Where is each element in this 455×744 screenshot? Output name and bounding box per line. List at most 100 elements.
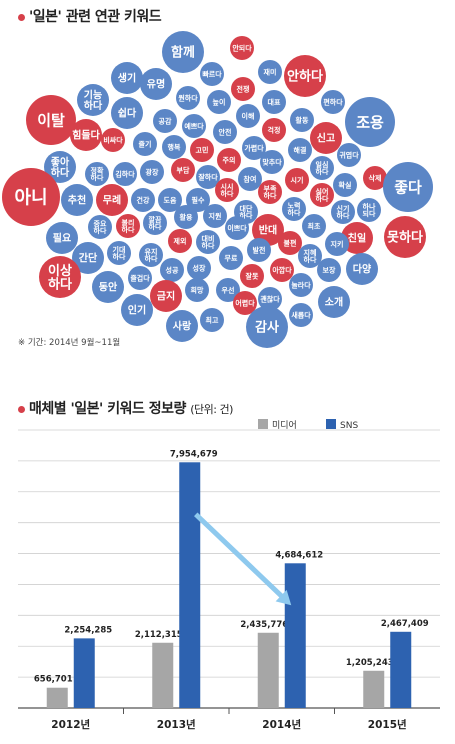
keyword-bubble-circle — [260, 150, 284, 174]
keyword-bubble: 추천 — [61, 184, 93, 216]
keyword-bubble: 무례 — [96, 184, 128, 216]
keyword-label: 싫어 하다 — [316, 187, 329, 203]
keyword-label: 노력 하다 — [288, 201, 301, 217]
keyword-label: 대단 하다 — [240, 204, 253, 220]
keyword-bubble-circle — [140, 68, 172, 100]
keyword-label: 이탈 — [37, 111, 65, 129]
keyword-label: 놀라다 — [291, 281, 311, 290]
keyword-bubble-circle — [284, 55, 326, 97]
keyword-bubble-circle — [143, 211, 167, 235]
keyword-label: 높이 — [213, 98, 226, 107]
keyword-label: 대표 — [268, 98, 281, 107]
keyword-bubble-circle — [247, 238, 271, 262]
keyword-bubble-circle — [174, 205, 198, 229]
keyword-bubble: 건강 — [131, 188, 155, 212]
keyword-label: 지원 — [209, 212, 222, 221]
keyword-bubble: 유명 — [140, 68, 172, 100]
keyword-bubble: 불편 — [278, 231, 302, 255]
keyword-bubble-circle — [162, 135, 186, 159]
keyword-label: 잘못 — [246, 272, 259, 281]
keyword-label: 친일 — [348, 232, 366, 245]
keyword-label: 무료 — [225, 255, 238, 263]
trend-arrow-line — [194, 512, 286, 601]
keyword-label: 필요 — [53, 232, 71, 245]
keyword-bubble: 간단 — [72, 242, 104, 274]
keyword-label: 이상 하다 — [48, 263, 72, 293]
keyword-bubble: 신고 — [310, 122, 342, 154]
keyword-bubble-circle — [337, 143, 361, 167]
keyword-bubble: 도움 — [158, 188, 182, 212]
keyword-bubble: 편하다 — [321, 90, 345, 114]
keyword-bubble: 반대 — [252, 214, 284, 246]
keyword-label: 기대 하다 — [113, 245, 126, 261]
keyword-bubble: 확실 — [333, 173, 357, 197]
keyword-label: 추천 — [68, 194, 86, 207]
keyword-bubble: 시시 하다 — [215, 178, 239, 202]
keyword-bubble: 이탈 — [26, 95, 76, 145]
keyword-bubble-circle — [207, 90, 231, 114]
chart-title-text: 매체별 '일본' 키워드 정보량 — [29, 401, 186, 417]
keyword-bubble: 참여 — [238, 167, 262, 191]
keyword-label: 동안 — [99, 281, 118, 294]
keyword-bubble: 걱정 — [262, 118, 286, 142]
keyword-label: 성장 — [193, 264, 206, 273]
keyword-label: 사랑 — [173, 320, 192, 333]
keyword-bubble: 신기 하다 — [331, 200, 355, 224]
keyword-label: 즐겁다 — [130, 274, 150, 283]
keyword-bubble: 기대 하다 — [107, 241, 131, 265]
keyword-bubble: 친일 — [341, 222, 373, 254]
keyword-bubble-circle — [116, 214, 140, 238]
keyword-label: 함께 — [171, 45, 195, 61]
keyword-bubble: 안되다 — [230, 36, 254, 60]
keyword-bubble: 보장 — [317, 258, 341, 282]
keyword-label: 반대 — [259, 224, 277, 237]
keyword-bubble-circle — [111, 62, 143, 94]
keyword-bubble: 대표 — [262, 90, 286, 114]
keyword-bubble-circle — [252, 214, 284, 246]
keyword-bubble-circle — [85, 162, 109, 186]
keyword-bubble-circle — [331, 200, 355, 224]
keyword-bubble-circle — [26, 95, 76, 145]
keyword-label: 제외 — [174, 237, 187, 246]
keyword-cloud-title: '일본' 관련 연관 키워드 — [18, 6, 162, 26]
keyword-bubble-circle — [77, 84, 109, 116]
keyword-bubble: 해결 — [288, 138, 312, 162]
keyword-label: 못하다 — [387, 230, 423, 246]
keyword-bubble-circle — [310, 156, 334, 180]
keyword-bubble-circle — [200, 62, 224, 86]
chart-unit: (단위: 건) — [190, 403, 233, 416]
keyword-bubble: 고민 — [190, 138, 214, 162]
keyword-label: 잘하다 — [198, 173, 218, 182]
keyword-bubble-circle — [310, 183, 334, 207]
keyword-bubble: 재미 — [258, 60, 282, 84]
keyword-bubble: 전쟁 — [231, 77, 255, 101]
keyword-label: 인기 — [128, 304, 146, 317]
keyword-label: 행복 — [168, 143, 181, 152]
keyword-bubble: 동안 — [92, 271, 124, 303]
keyword-bubble: 무료 — [219, 246, 243, 270]
keyword-label: 광장 — [146, 168, 159, 177]
keyword-bubble: 김하다 — [113, 162, 137, 186]
keyword-bubble: 우선 — [216, 278, 240, 302]
bar-sns — [284, 563, 306, 708]
keyword-bubble-circle — [113, 162, 137, 186]
keyword-label: 괜찮다 — [260, 295, 280, 304]
keyword-bubble: 하나 되다 — [357, 198, 381, 222]
keyword-label: 쉽다 — [118, 107, 137, 120]
keyword-bubble: 쉽다 — [111, 97, 143, 129]
keyword-label: 희망 — [191, 286, 204, 295]
keyword-label: 새롭다 — [291, 311, 311, 320]
keyword-bubble: 행복 — [162, 135, 186, 159]
keyword-bubble: 놀라다 — [289, 273, 313, 297]
keyword-bubble: 최고 — [200, 308, 224, 332]
keyword-label: 일심 하다 — [316, 160, 329, 176]
keyword-label: 안하다 — [287, 69, 323, 85]
keyword-label: 아깝다 — [272, 266, 292, 275]
keyword-bubble-circle — [258, 60, 282, 84]
keyword-bubble: 주의 — [217, 148, 241, 172]
keyword-bubble: 시기 — [285, 168, 309, 192]
keyword-label: 시시 하다 — [221, 183, 234, 198]
keyword-bubble: 유지 하다 — [139, 243, 163, 267]
keyword-bubble: 다양 — [346, 253, 378, 285]
bar-value-label: 2,435,776 — [240, 620, 288, 630]
